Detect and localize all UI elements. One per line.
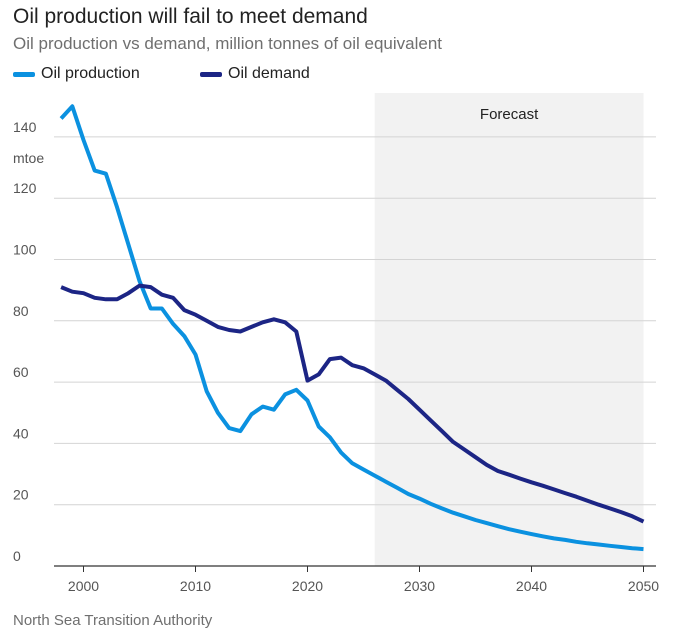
x-tick-label-2000: 2000 xyxy=(68,578,99,594)
x-tick-label-2040: 2040 xyxy=(516,578,547,594)
y-tick-label-20: 20 xyxy=(13,487,29,503)
legend-label-oil-demand: Oil demand xyxy=(228,65,310,82)
legend-item-oil-demand: Oil demand xyxy=(200,65,310,83)
y-tick-label-80: 80 xyxy=(13,303,29,319)
chart-subtitle: Oil production vs demand, million tonnes… xyxy=(13,34,443,53)
y-unit-label: mtoe xyxy=(13,150,44,166)
legend-swatch-oil-demand xyxy=(200,71,222,77)
y-tick-label-60: 60 xyxy=(13,364,29,380)
x-tick-label-2030: 2030 xyxy=(404,578,435,594)
x-tick-label-2020: 2020 xyxy=(292,578,323,594)
legend-swatch-oil-production xyxy=(13,71,35,77)
y-tick-label-120: 120 xyxy=(13,180,37,196)
series-line-oil-demand xyxy=(60,283,645,524)
forecast-band xyxy=(374,93,644,566)
forecast-label: Forecast xyxy=(480,106,539,123)
chart-legend: Oil production Oil demand xyxy=(13,65,673,85)
source-note: North Sea Transition Authority xyxy=(13,612,213,629)
x-tick-label-2010: 2010 xyxy=(180,578,211,594)
y-tick-label-40: 40 xyxy=(13,425,29,441)
series-line-oil-production xyxy=(59,104,644,552)
y-tick-label-140: 140 xyxy=(13,119,37,135)
legend-label-oil-production: Oil production xyxy=(41,65,140,82)
chart-title: Oil production will fail to meet demand xyxy=(13,5,368,28)
y-tick-label-100: 100 xyxy=(13,242,37,258)
y-tick-label-0: 0 xyxy=(13,548,21,564)
x-tick-label-2050: 2050 xyxy=(628,578,659,594)
legend-item-oil-production: Oil production xyxy=(13,65,140,83)
